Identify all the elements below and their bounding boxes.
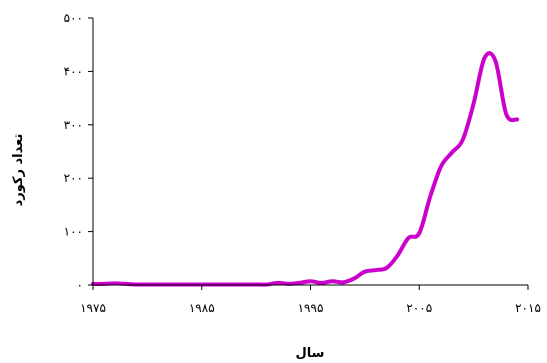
x-tick-label: ۱۹۸۵ — [189, 301, 215, 315]
y-axis-title: تعداد رکورد — [11, 134, 26, 207]
x-tick-label: ۲۰۱۵ — [515, 301, 541, 315]
y-tick-label: ۳۰۰ — [64, 118, 83, 132]
x-tick-label: ۱۹۷۵ — [80, 301, 106, 315]
y-tick-label: ۰ — [77, 278, 83, 292]
y-tick-label: ۱۰۰ — [64, 225, 83, 239]
y-axis-ticks: ۰ ۱۰۰ ۲۰۰ ۳۰۰ ۴۰۰ ۵۰۰ — [64, 11, 93, 292]
series-line — [91, 51, 520, 287]
y-tick-label: ۲۰۰ — [64, 171, 83, 185]
x-axis-ticks: ۱۹۷۵ ۱۹۸۵ ۱۹۹۵ ۲۰۰۵ ۲۰۱۵ — [80, 285, 541, 315]
y-tick-label: ۴۰۰ — [64, 64, 83, 78]
x-tick-label: ۱۹۹۵ — [298, 301, 324, 315]
x-tick-label: ۲۰۰۵ — [406, 301, 432, 315]
x-axis-title: سال — [296, 346, 325, 361]
y-tick-label: ۵۰۰ — [64, 11, 83, 25]
plot-area — [91, 51, 520, 287]
